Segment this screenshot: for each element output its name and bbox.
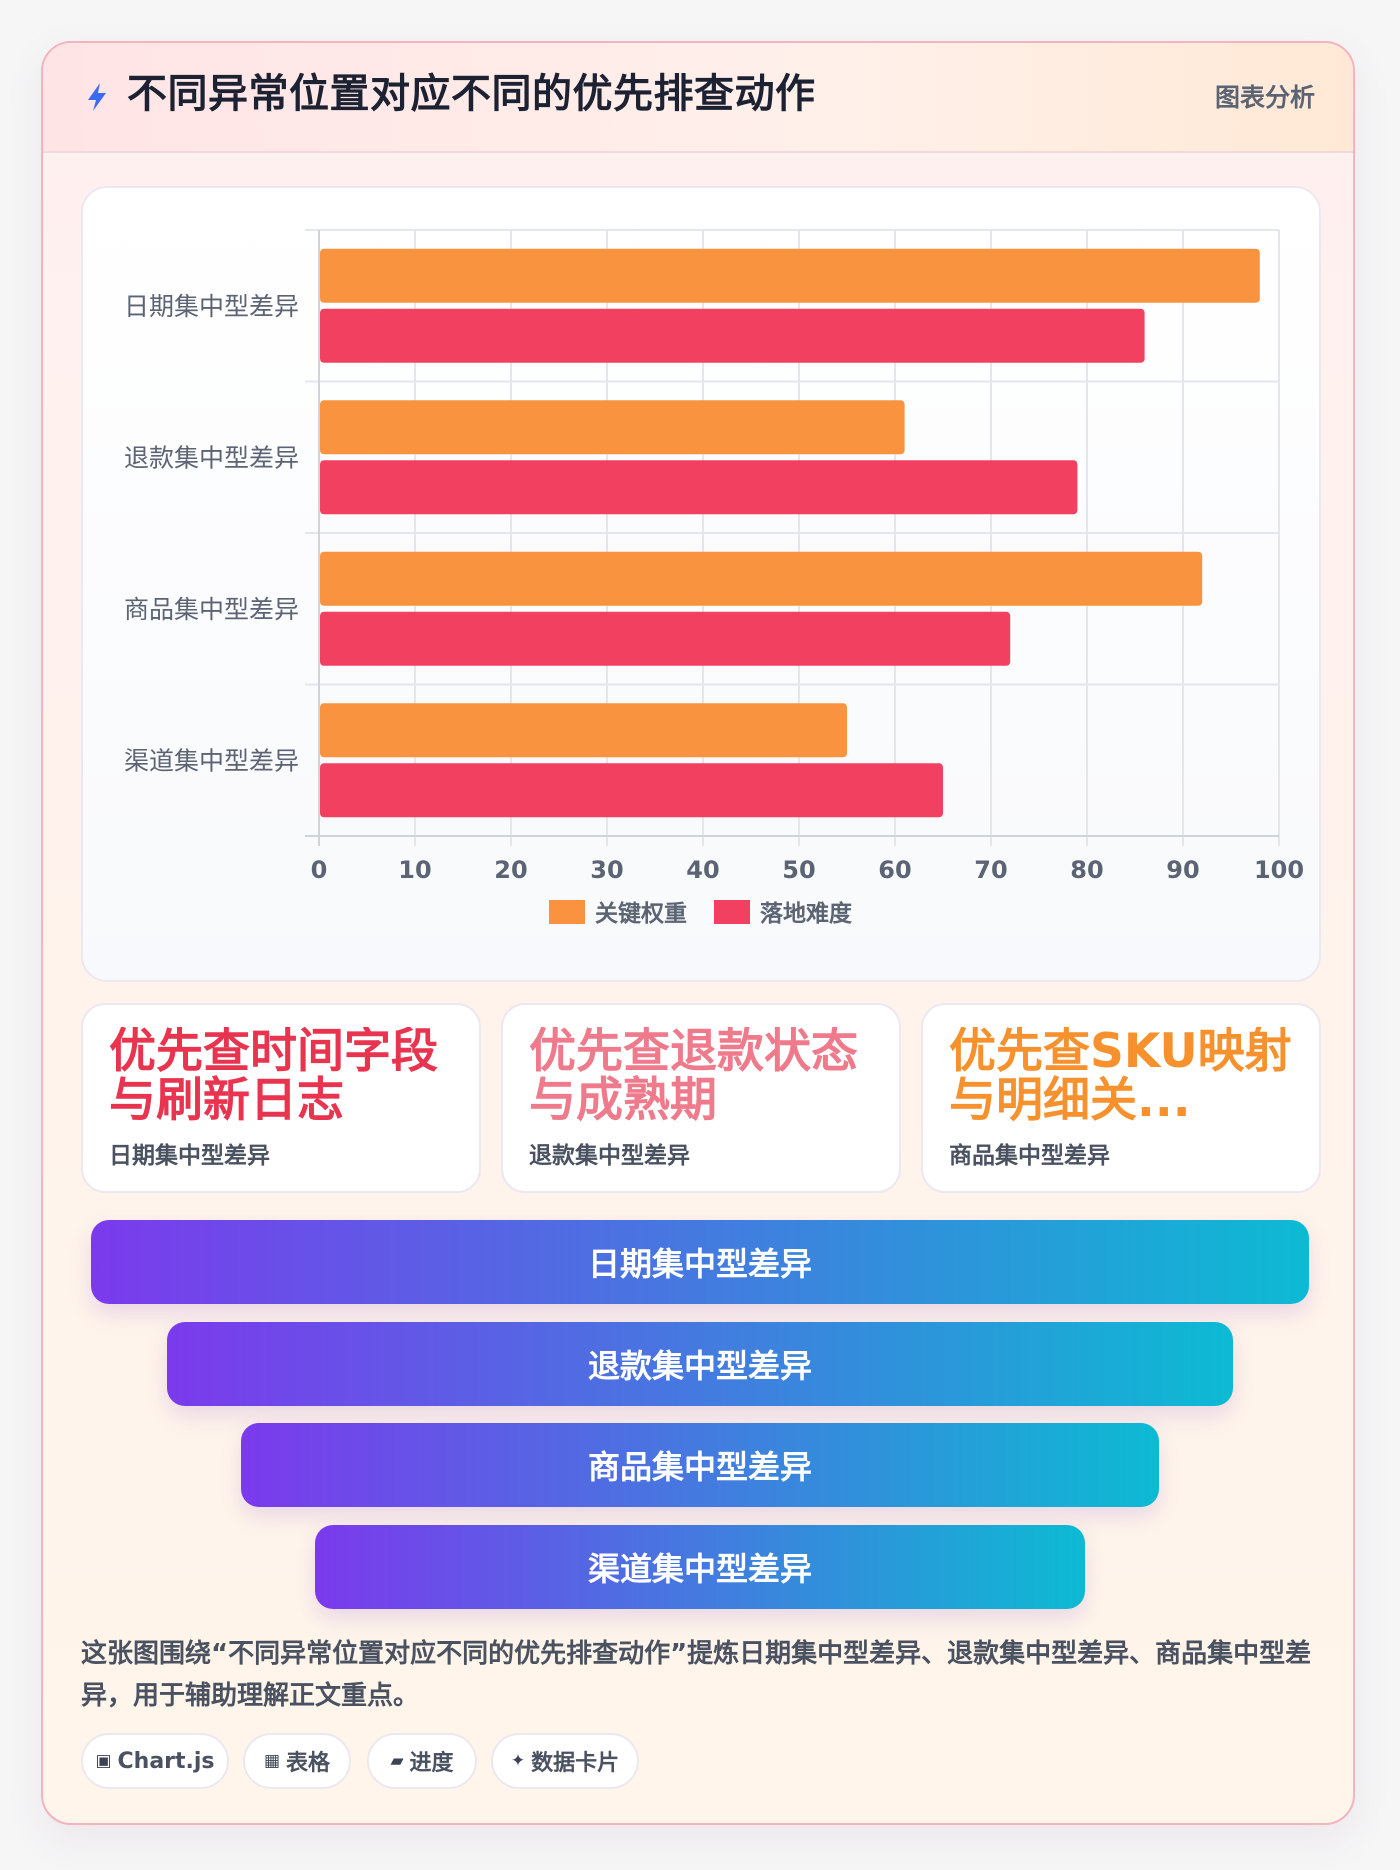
figure-description: 这张图围绕“不同异常位置对应不同的优先排查动作”提炼日期集中型差异、退款集中型差… xyxy=(81,1639,1312,1711)
stat-card-2: 优先查退款状态与成熟期 退款集中型差异 xyxy=(501,1003,901,1193)
chip-label: Chart.js xyxy=(117,1748,215,1774)
x-tick-label: 40 xyxy=(686,856,719,884)
y-tick-label: 日期集中型差异 xyxy=(124,292,299,321)
stat-card-3: 优先查SKU映射与明细关... 商品集中型差异 xyxy=(921,1003,1321,1193)
page-title: 不同异常位置对应不同的优先排查动作 xyxy=(127,71,816,117)
stat-caption: 日期集中型差异 xyxy=(109,1143,270,1169)
figure-card: 不同异常位置对应不同的优先排查动作 图表分析 0 10 20 30 40 50 60 70 80… xyxy=(41,41,1355,1825)
bar-weight xyxy=(320,551,1203,606)
x-tick-label: 50 xyxy=(782,856,815,884)
x-tick-label: 30 xyxy=(590,856,623,884)
chip-label: 进度 xyxy=(409,1751,454,1776)
legend-label: 关键权重 xyxy=(595,900,687,927)
bar-difficulty xyxy=(320,460,1078,515)
chip-data-card[interactable]: ✦ 数据卡片 xyxy=(491,1733,639,1789)
funnel-step-2: 退款集中型差异 xyxy=(167,1322,1233,1406)
funnel-step-3: 商品集中型差异 xyxy=(241,1423,1159,1507)
x-tick-label: 60 xyxy=(878,856,911,884)
sparkle-icon: ✦ xyxy=(510,1751,526,1771)
stat-caption: 商品集中型差异 xyxy=(949,1143,1110,1169)
chart-panel: 0 10 20 30 40 50 60 70 80 90 100 日期集中型差异 退款集中型差异 商品集中… xyxy=(81,186,1321,982)
bar-weight xyxy=(320,248,1260,303)
x-tick-label: 100 xyxy=(1254,856,1304,884)
x-tick-label: 10 xyxy=(398,856,431,884)
x-tick-label: 70 xyxy=(974,856,1007,884)
chip-table[interactable]: ▦ 表格 xyxy=(243,1733,351,1789)
legend-swatch xyxy=(549,900,585,924)
stat-headline: 优先查时间字段与刷新日志 xyxy=(109,1027,438,1125)
stat-headline: 优先查SKU映射与明细关... xyxy=(949,1027,1292,1125)
y-tick-label: 商品集中型差异 xyxy=(124,595,299,624)
chart-icon: ▣ xyxy=(95,1751,112,1771)
bar-difficulty xyxy=(320,308,1145,363)
stat-card-1: 优先查时间字段与刷新日志 日期集中型差异 xyxy=(81,1003,481,1193)
x-tick-label: 0 xyxy=(311,856,328,884)
stat-headline: 优先查退款状态与成熟期 xyxy=(529,1027,858,1125)
chip-label: 数据卡片 xyxy=(531,1751,620,1776)
stat-caption: 退款集中型差异 xyxy=(529,1143,690,1169)
chip-progress[interactable]: ▰ 进度 xyxy=(367,1733,477,1789)
x-tick-label: 90 xyxy=(1166,856,1199,884)
legend-swatch xyxy=(714,900,750,924)
y-tick-label: 退款集中型差异 xyxy=(124,443,299,472)
y-tick-label: 渠道集中型差异 xyxy=(124,746,299,775)
funnel-step-4: 渠道集中型差异 xyxy=(315,1525,1085,1609)
table-icon: ▦ xyxy=(263,1751,281,1771)
progress-icon: ▰ xyxy=(390,1751,404,1771)
funnel-step-1: 日期集中型差异 xyxy=(91,1220,1309,1304)
bar-difficulty xyxy=(320,763,943,818)
card-header: 不同异常位置对应不同的优先排查动作 图表分析 xyxy=(43,43,1353,153)
x-tick-label: 20 xyxy=(494,856,527,884)
bar-weight xyxy=(320,703,847,758)
header-tag: 图表分析 xyxy=(1214,83,1315,112)
legend-label: 落地难度 xyxy=(760,900,853,927)
bolt-icon xyxy=(88,83,106,111)
chip-label: 表格 xyxy=(286,1751,331,1776)
chip-chartjs[interactable]: ▣ Chart.js xyxy=(81,1733,229,1789)
stat-cards: 优先查时间字段与刷新日志 日期集中型差异 优先查退款状态与成熟期 退款集中型差异… xyxy=(81,1003,1321,1193)
bar-weight xyxy=(320,400,905,455)
x-tick-label: 80 xyxy=(1070,856,1103,884)
bar-difficulty xyxy=(320,611,1011,666)
bar-chart: 0 10 20 30 40 50 60 70 80 90 100 日期集中型差异退款集中型差异商品集中… xyxy=(124,229,1304,927)
